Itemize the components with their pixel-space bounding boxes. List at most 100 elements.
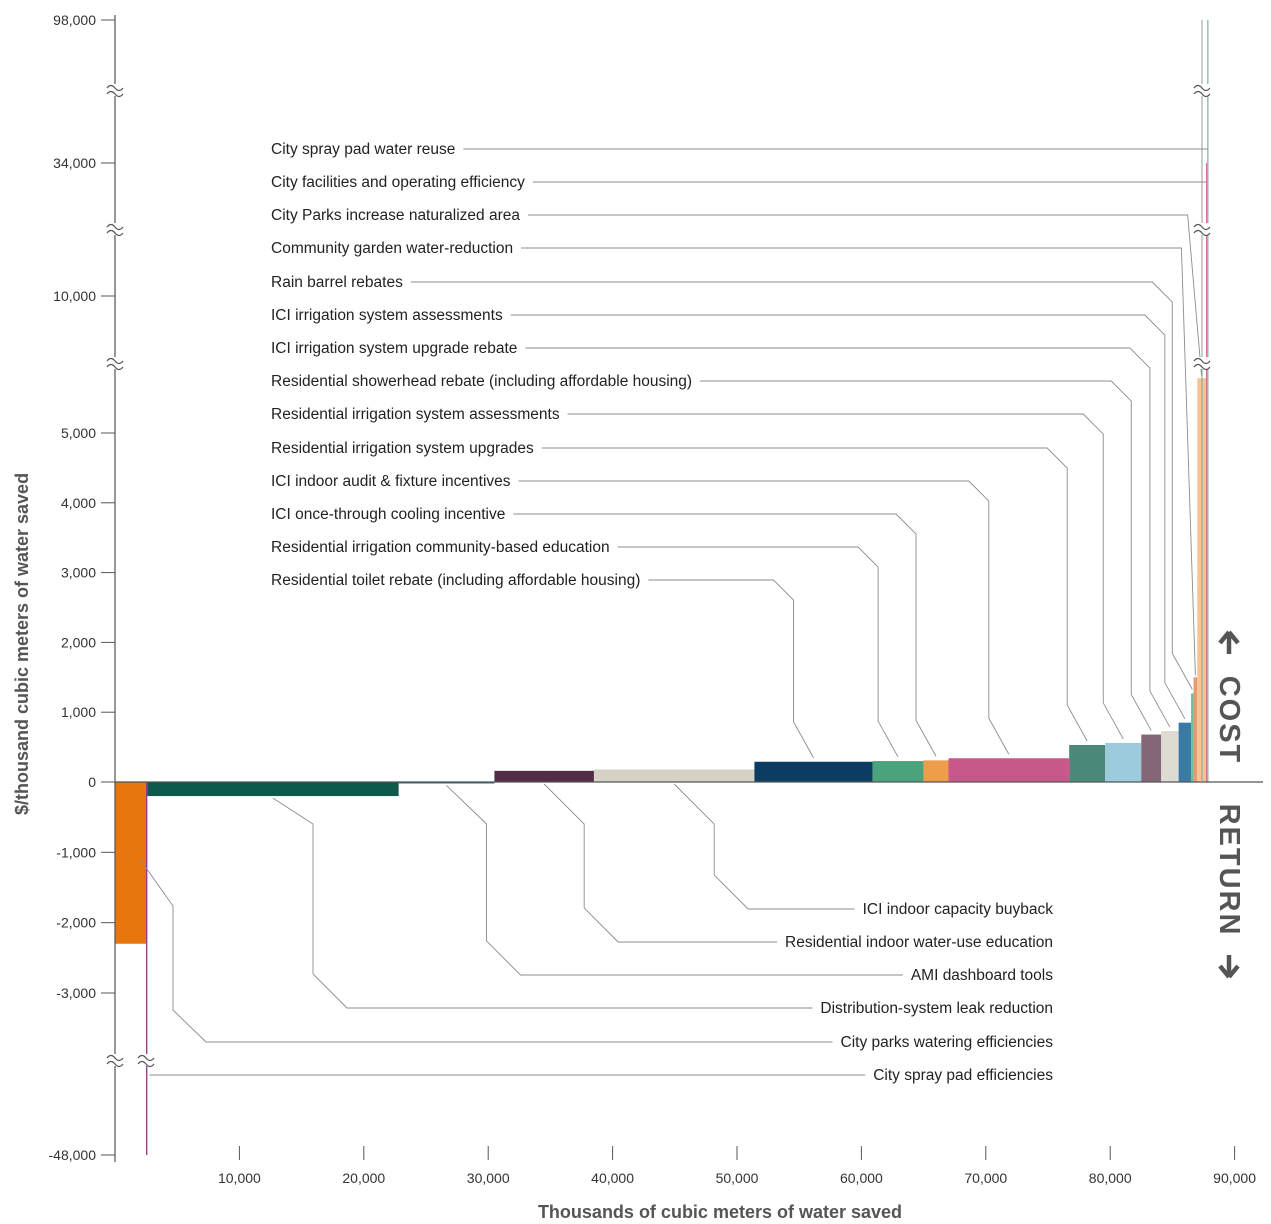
axis-break-wave (137, 1060, 155, 1068)
bar-city-spray-pad-efficiencies (146, 782, 148, 1155)
series-label-residential-toilet-rebate-including-affordable-housing: Residential toilet rebate (including aff… (271, 572, 640, 589)
series-label-ici-irrigation-system-upgrade-rebate: ICI irrigation system upgrade rebate (271, 340, 517, 357)
y-tick-label: 3,000 (61, 565, 96, 581)
axis-break-wave (106, 363, 124, 371)
x-tick-label: 60,000 (840, 1170, 883, 1186)
axis-break-mark (106, 84, 124, 98)
leader-residential-toilet-rebate-including-affordable-housing (648, 579, 814, 758)
axis-break-mark (106, 223, 124, 237)
x-tick-label: 70,000 (964, 1170, 1007, 1186)
axis-break-wave (1193, 223, 1211, 231)
y-tick-label: 0 (88, 774, 96, 790)
axis-break-wave (106, 223, 124, 231)
leader-ici-indoor-audit-fixture-incentives (518, 480, 1010, 755)
axis-break-wave (1193, 229, 1211, 237)
axis-break-gap (107, 84, 123, 96)
bar-city-spray-pad-water-reuse (1207, 20, 1209, 782)
bar-city-facilities-and-operating-efficiency (1205, 163, 1208, 782)
bar-ici-irrigation-system-upgrade-rebate (1161, 731, 1179, 782)
arrow-up-icon (1218, 630, 1240, 654)
bar-community-garden-water-reduction (1193, 677, 1198, 782)
cost-label: COST (1213, 676, 1245, 765)
series-label-city-parks-watering-efficiencies: City parks watering efficiencies (841, 1034, 1054, 1051)
bar-ici-once-through-cooling-incentive (923, 760, 949, 782)
y-tick-label: 34,000 (53, 155, 96, 171)
axis-break-wave (1193, 357, 1211, 365)
axis-break-wave (106, 1060, 124, 1068)
axis-break-wave (106, 84, 124, 92)
series-label-city-spray-pad-efficiencies: City spray pad efficiencies (873, 1067, 1053, 1084)
axis-break-wave (106, 1054, 124, 1062)
series-label-ici-irrigation-system-assessments: ICI irrigation system assessments (271, 307, 503, 324)
leader-residential-indoor-water-use-education (543, 783, 778, 943)
series-label-distribution-system-leak-reduction: Distribution-system leak reduction (820, 1000, 1053, 1017)
axis-break-mark (1193, 84, 1211, 98)
axis-break-gap (107, 1054, 123, 1066)
bar-city-parks-watering-efficiencies (115, 782, 147, 944)
axis-break-gap (107, 357, 123, 369)
bar-residential-irrigation-system-upgrades (1069, 745, 1106, 782)
bar-residential-toilet-rebate-including-affordable-housing (754, 761, 873, 782)
leader-city-parks-increase-naturalized-area (527, 214, 1203, 377)
axis-break-mark (106, 357, 124, 371)
series-label-community-garden-water-reduction: Community garden water-reduction (271, 240, 513, 257)
axes-layer: 98,000 34,000 10,000 5,000 4,000 3,000 2,000 1,… (49, 12, 1263, 1186)
bar-residential-showerhead-rebate-including-affordable-housing (1141, 734, 1162, 782)
series-label-ici-indoor-audit-fixture-incentives: ICI indoor audit & fixture incentives (271, 473, 511, 490)
series-label-residential-showerhead-rebate-including-affordable-housing: Residential showerhead rebate (including… (271, 373, 692, 390)
leader-rain-barrel-rebates (410, 281, 1193, 690)
y-tick-label: -48,000 (49, 1147, 97, 1163)
axis-break-wave (1193, 90, 1211, 98)
axis-break-mark (106, 1054, 124, 1068)
y-tick-label: 4,000 (61, 495, 96, 511)
leader-residential-showerhead-rebate-including-affordable-housing (700, 380, 1152, 731)
y-tick-label: -1,000 (56, 844, 96, 860)
series-labels-layer: City spray pad water reuse City facilitie… (271, 141, 1053, 1084)
y-tick-label: 10,000 (53, 288, 96, 304)
bar-residential-irrigation-system-assessments (1105, 742, 1142, 782)
series-label-residential-irrigation-system-assessments: Residential irrigation system assessment… (271, 406, 560, 423)
axis-break-wave (106, 229, 124, 237)
series-label-city-facilities-and-operating-efficiency: City facilities and operating efficiency (271, 174, 525, 191)
x-tick-label: 30,000 (467, 1170, 510, 1186)
axis-break-wave (1193, 363, 1211, 371)
axis-break-mark (137, 1054, 155, 1068)
leader-city-parks-watering-efficiencies (140, 859, 833, 1043)
series-label-city-parks-increase-naturalized-area: City Parks increase naturalized area (271, 207, 520, 224)
leader-residential-irrigation-system-upgrades (541, 447, 1088, 742)
x-tick-label: 80,000 (1089, 1170, 1132, 1186)
leader-ici-indoor-capacity-buyback (673, 783, 855, 910)
return-label: RETURN (1213, 804, 1245, 937)
bar-residential-indoor-water-use-education (494, 770, 594, 782)
leader-community-garden-water-reduction (521, 247, 1196, 676)
leader-ici-irrigation-system-upgrade-rebate (525, 347, 1171, 728)
series-label-residential-indoor-water-use-education: Residential indoor water-use education (785, 934, 1053, 951)
leader-lines-layer (140, 148, 1208, 1076)
x-tick-label: 20,000 (342, 1170, 385, 1186)
series-label-residential-irrigation-system-upgrades: Residential irrigation system upgrades (271, 440, 534, 457)
y-tick-label: -2,000 (56, 915, 96, 931)
axis-break-wave (1193, 84, 1211, 92)
series-label-city-spray-pad-water-reuse: City spray pad water reuse (271, 141, 455, 158)
axis-break-mark (1193, 357, 1211, 371)
leader-residential-irrigation-community-based-education (617, 546, 899, 758)
cost-indicator: COST (1213, 630, 1245, 765)
bar-ami-dashboard-tools (398, 782, 495, 784)
bar-ici-indoor-capacity-buyback (593, 769, 755, 782)
y-axis-title: $/thousand cubic meters of water saved (12, 473, 32, 815)
leader-ami-dashboard-tools (446, 785, 903, 976)
bar-ici-irrigation-system-assessments (1178, 722, 1192, 782)
axis-break-gap (1194, 357, 1210, 369)
series-label-rain-barrel-rebates: Rain barrel rebates (271, 274, 403, 291)
y-tick-label: -3,000 (56, 985, 96, 1001)
y-tick-label: 98,000 (53, 12, 96, 28)
y-tick-label: 2,000 (61, 634, 96, 650)
bar-distribution-system-leak-reduction (147, 782, 399, 797)
leader-ici-irrigation-system-assessments (510, 314, 1186, 719)
series-label-ici-once-through-cooling-incentive: ICI once-through cooling incentive (271, 506, 505, 523)
axis-break-wave (106, 90, 124, 98)
bars-layer (115, 20, 1209, 1155)
axis-break-wave (137, 1054, 155, 1062)
leader-ici-once-through-cooling-incentive (513, 513, 937, 757)
